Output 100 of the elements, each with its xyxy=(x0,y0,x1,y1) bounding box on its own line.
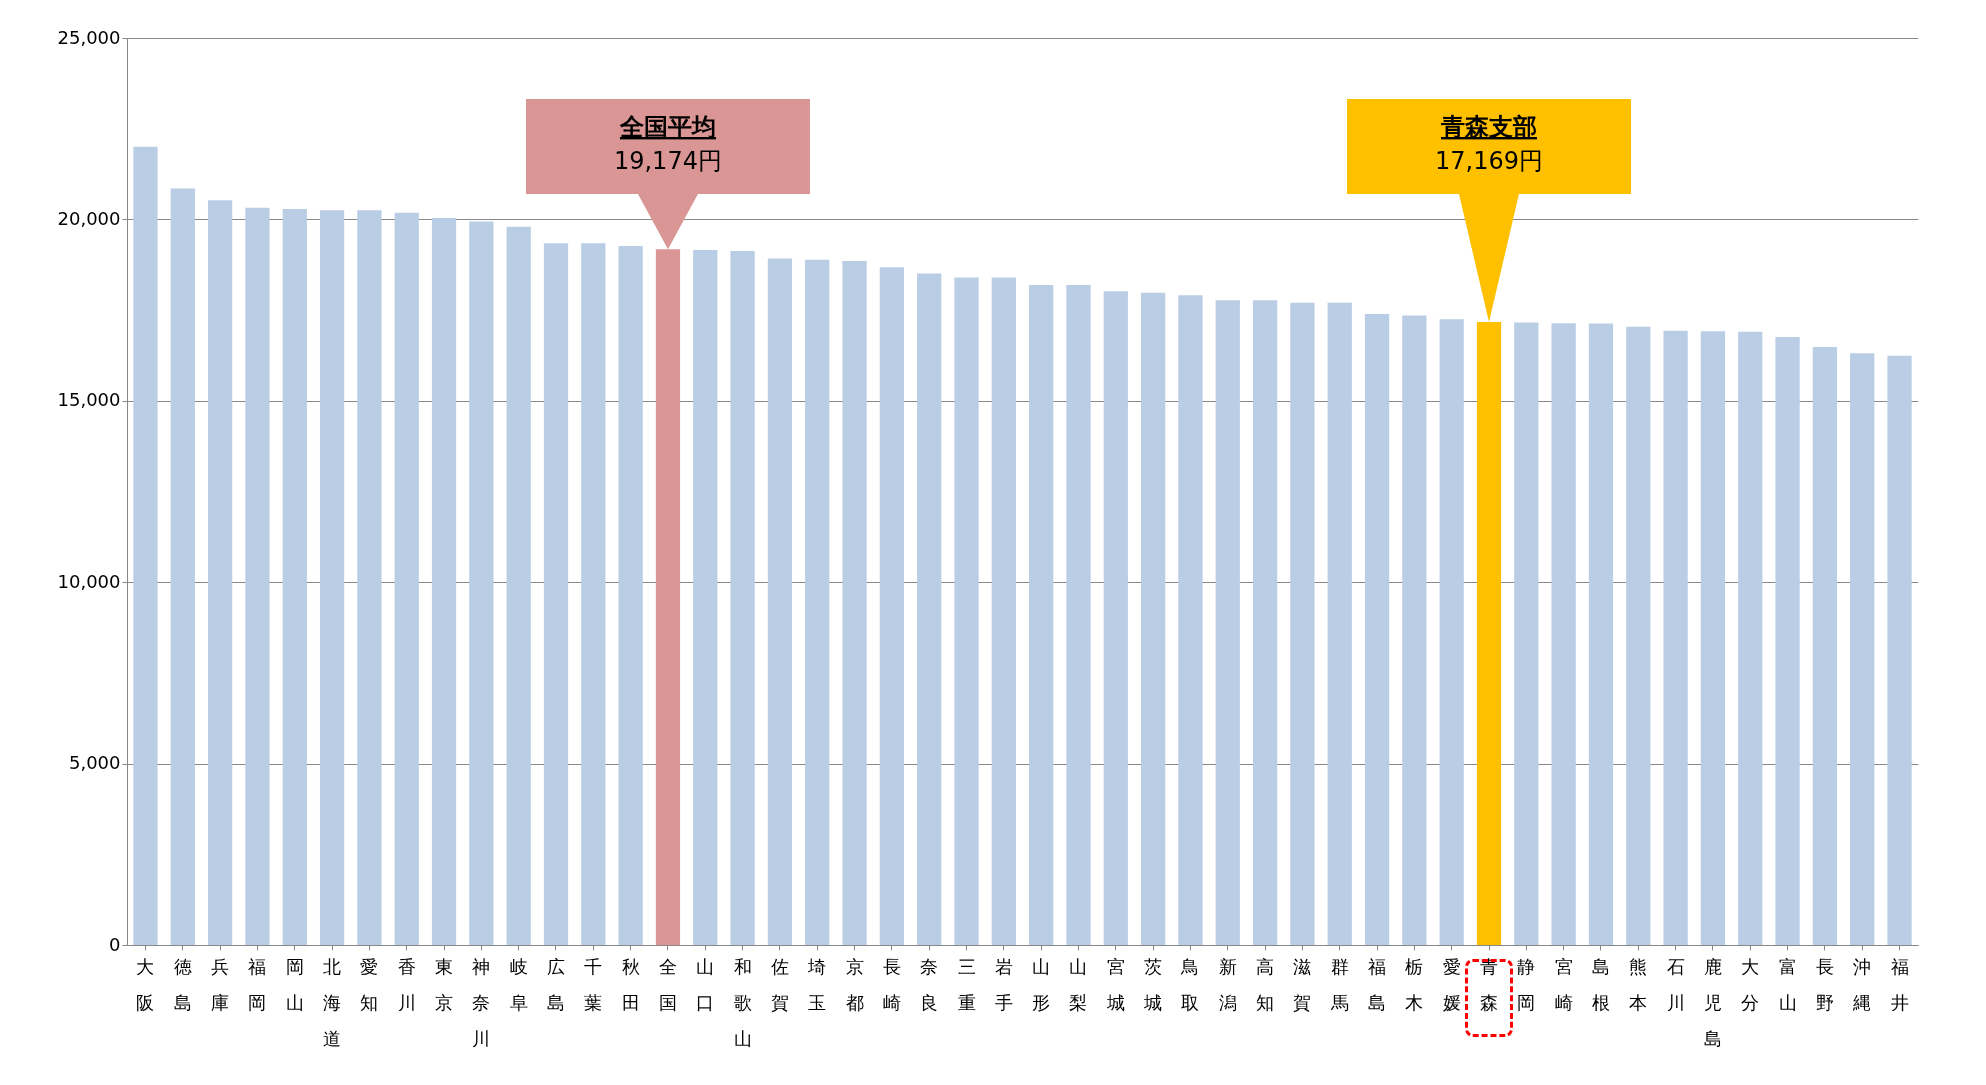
bar xyxy=(1700,331,1726,945)
bar xyxy=(1215,300,1240,945)
bar xyxy=(1327,302,1352,945)
x-tick-label: 福岡 xyxy=(248,955,267,1013)
bar xyxy=(1029,285,1054,945)
bar xyxy=(245,207,270,945)
x-tick-label: 京都 xyxy=(845,955,864,1013)
bar xyxy=(842,261,867,945)
bar xyxy=(1476,322,1502,945)
x-tick-label: 福井 xyxy=(1890,955,1909,1013)
bar xyxy=(1514,322,1539,945)
bar xyxy=(1738,331,1763,945)
bar xyxy=(1402,315,1427,945)
y-tick-label: 0 xyxy=(109,933,121,955)
bar xyxy=(1290,302,1315,945)
x-tick-label: 全国 xyxy=(658,955,677,1013)
x-tick-label: 徳島 xyxy=(173,955,192,1013)
x-tick-label: 鹿児島 xyxy=(1703,955,1722,1049)
x-tick-label: 長野 xyxy=(1815,955,1834,1013)
x-tick-label: 香川 xyxy=(397,955,416,1013)
x-tick-label: 茨城 xyxy=(1143,955,1163,1013)
x-tick-label: 沖縄 xyxy=(1852,955,1872,1013)
x-tick-label: 奈良 xyxy=(920,955,939,1013)
x-tick-label: 山梨 xyxy=(1069,955,1088,1013)
bar xyxy=(1178,295,1203,945)
annotation: 全国平均 xyxy=(618,113,716,141)
bar xyxy=(282,208,307,945)
bar xyxy=(431,217,457,945)
annotation: 19,174円 xyxy=(613,147,722,175)
x-tick-label: 石川 xyxy=(1666,955,1685,1013)
bar xyxy=(1103,291,1128,945)
y-tick-label: 10,000 xyxy=(57,570,121,592)
bar xyxy=(1364,314,1390,945)
bar xyxy=(1252,300,1278,945)
x-tick-label: 大分 xyxy=(1741,955,1760,1013)
bar xyxy=(1439,319,1464,945)
bar xyxy=(133,146,158,945)
y-tick-label: 15,000 xyxy=(57,389,121,411)
bar xyxy=(506,226,531,945)
x-tick-label: 新潟 xyxy=(1218,955,1237,1013)
x-tick-label: 長崎 xyxy=(882,955,901,1013)
x-tick-label: 東京 xyxy=(435,955,454,1013)
bar xyxy=(1626,326,1651,945)
bar xyxy=(1812,347,1838,945)
bar xyxy=(581,243,606,945)
annotation: 青森支部 xyxy=(1440,113,1537,141)
bar xyxy=(207,200,233,945)
x-tick-label: 島根 xyxy=(1591,955,1610,1013)
x-tick-label: 鳥取 xyxy=(1180,955,1200,1013)
x-tick-label: 高知 xyxy=(1256,955,1275,1013)
bar xyxy=(618,245,643,945)
bar xyxy=(469,221,494,945)
bar xyxy=(543,243,569,945)
x-tick-label: 岩手 xyxy=(994,955,1013,1013)
bar xyxy=(805,259,830,945)
bar xyxy=(730,250,755,945)
bar xyxy=(1588,323,1614,945)
x-tick-label: 群馬 xyxy=(1329,955,1349,1013)
x-tick-label: 三重 xyxy=(957,955,976,1013)
bar xyxy=(767,258,793,945)
bar xyxy=(1140,292,1166,945)
bar xyxy=(655,249,681,945)
x-tick-label: 栃木 xyxy=(1405,955,1424,1013)
x-tick-label: 愛媛 xyxy=(1442,955,1461,1013)
x-tick-label: 福島 xyxy=(1368,955,1387,1013)
y-tick-label: 5,000 xyxy=(68,752,121,774)
bar xyxy=(1850,353,1875,945)
bar xyxy=(1887,355,1912,945)
bar xyxy=(693,249,718,945)
bar xyxy=(1775,336,1800,945)
bar xyxy=(917,273,942,945)
x-tick-label: 佐賀 xyxy=(770,955,789,1013)
x-tick-label: 岡山 xyxy=(285,955,304,1013)
x-tick-label: 滋賀 xyxy=(1293,955,1312,1013)
x-tick-label: 北海道 xyxy=(323,955,342,1049)
x-tick-label: 岐阜 xyxy=(509,955,528,1013)
x-tick-label: 和歌山 xyxy=(733,955,752,1049)
bar xyxy=(319,210,345,945)
x-tick-label: 広島 xyxy=(547,955,565,1013)
x-tick-label: 愛知 xyxy=(360,955,379,1013)
x-tick-label: 山形 xyxy=(1032,955,1051,1013)
bar xyxy=(1551,323,1576,945)
x-tick-label: 兵庫 xyxy=(211,955,230,1013)
bar xyxy=(879,267,905,945)
bar xyxy=(1663,330,1688,945)
bar xyxy=(357,210,382,945)
x-tick-label: 宮城 xyxy=(1105,955,1125,1013)
bar xyxy=(954,277,979,945)
x-tick-label: 山口 xyxy=(696,955,715,1013)
y-tick-label: 20,000 xyxy=(57,207,121,229)
x-tick-label: 大阪 xyxy=(136,955,155,1013)
x-tick-label: 千葉 xyxy=(584,955,603,1013)
x-tick-label: 熊本 xyxy=(1629,955,1648,1013)
x-tick-label: 神奈川 xyxy=(472,955,491,1049)
bar xyxy=(991,277,1016,945)
bar xyxy=(170,188,195,945)
x-tick-label: 宮崎 xyxy=(1554,955,1573,1013)
y-tick-label: 25,000 xyxy=(57,26,121,48)
annotation: 17,169円 xyxy=(1435,147,1543,175)
x-tick-label: 秋田 xyxy=(621,955,640,1013)
